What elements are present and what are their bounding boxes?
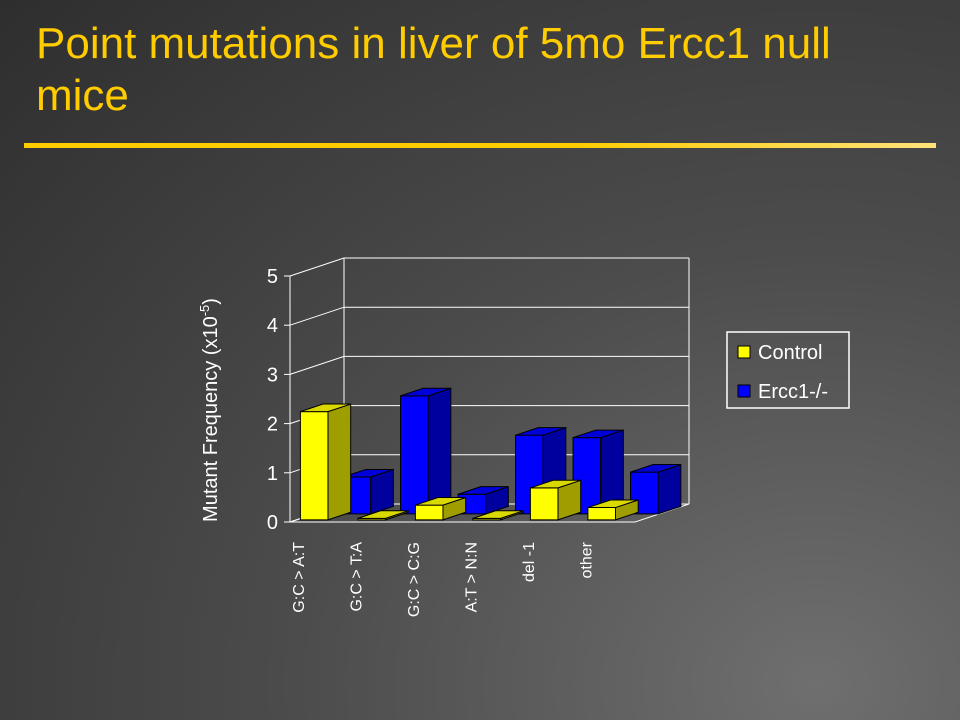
y-tick-label: 2 <box>267 414 278 436</box>
slide-title: Point mutations in liver of 5mo Ercc1 nu… <box>36 19 831 120</box>
bar-face-top <box>630 464 681 473</box>
bar-control-4 <box>529 479 582 521</box>
bar-face-front <box>414 504 444 521</box>
bar-control-5 <box>587 499 639 521</box>
legend-label-control: Control <box>758 342 822 364</box>
category-label: del -1 <box>521 542 538 582</box>
legend-swatch-control <box>737 345 751 359</box>
category-label: A:T > N:N <box>464 542 481 612</box>
bar-face-top <box>587 499 639 509</box>
y-axis-ticks: 0 1 2 3 4 5 <box>267 266 290 534</box>
bar-control-2 <box>414 496 467 521</box>
bar-control-3 <box>472 510 524 521</box>
category-labels: G:C > A:T G:C > T:A G:C > C:G A:T > N:N del … <box>291 541 596 617</box>
legend-label-ercc1: Ercc1-/- <box>758 381 828 403</box>
y-tick-label: 3 <box>267 364 278 386</box>
y-axis-title-superscript: -5 <box>197 305 212 317</box>
bar-face-top <box>357 510 409 519</box>
bar-face-front <box>587 507 616 521</box>
bar-face-top <box>300 403 351 413</box>
bar-face-top <box>415 497 466 506</box>
y-tick-label: 0 <box>267 512 278 534</box>
bar-face-top <box>457 486 509 495</box>
legend-swatch-ercc1 <box>737 384 751 398</box>
bar-face-top <box>530 479 581 489</box>
y-tick-label: 4 <box>267 315 278 337</box>
category-label: G:C > T:A <box>349 542 366 612</box>
bar-face-top <box>572 429 624 439</box>
bar-face-side <box>657 463 682 515</box>
category-label: other <box>579 541 596 578</box>
bar-face-side <box>327 403 352 521</box>
bar-ercc1-1 <box>400 387 452 515</box>
bar-ercc1-5 <box>630 463 682 515</box>
y-tick-label: 1 <box>267 463 278 485</box>
bar-face-top <box>400 387 451 397</box>
legend-box <box>726 331 850 409</box>
bar-face-front <box>529 487 559 521</box>
legend: Control Ercc1-/- <box>726 331 850 409</box>
bar-face-front <box>400 395 429 515</box>
bar-face-side <box>427 387 452 515</box>
category-label: G:C > A:T <box>291 542 308 613</box>
gridline <box>289 257 689 277</box>
bar-face-top <box>515 427 566 436</box>
bar-face-top <box>472 510 524 519</box>
title-underline <box>24 143 936 148</box>
bar-control-1 <box>357 510 409 521</box>
y-axis-title-main: Mutant Frequency (x10 <box>200 316 222 522</box>
gridline <box>289 355 689 375</box>
gridline <box>289 306 689 326</box>
bar-face-top <box>342 468 394 478</box>
y-axis-title-suffix: ) <box>200 298 222 305</box>
bar-control-0 <box>299 403 352 521</box>
y-tick-label: 5 <box>267 266 278 288</box>
chart-bars <box>299 387 682 521</box>
category-label: G:C > C:G <box>406 542 423 617</box>
y-axis-title: Mutant Frequency (x10-5) <box>197 298 222 522</box>
bar-face-front <box>299 411 329 521</box>
